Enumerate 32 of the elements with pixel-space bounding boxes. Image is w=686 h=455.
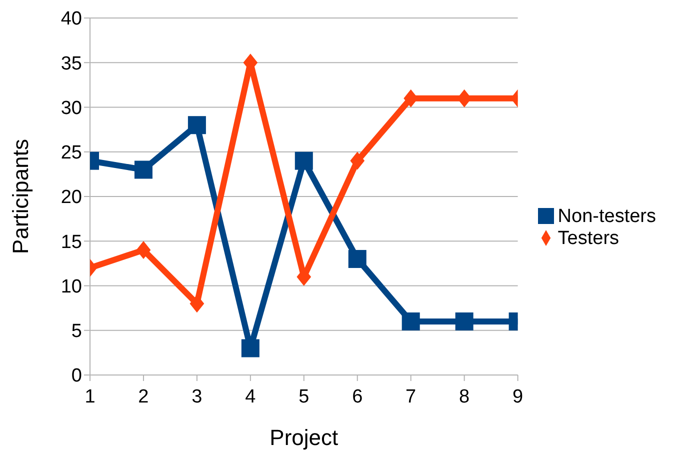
- x-tick-label: 5: [298, 386, 310, 408]
- point: [188, 116, 206, 134]
- point: [241, 339, 260, 358]
- y-tick-label: 5: [71, 321, 82, 342]
- x-tick-label: 4: [245, 386, 256, 408]
- y-tick-label: 15: [60, 232, 82, 253]
- y-axis-title: Participants: [8, 139, 33, 254]
- legend-label: Testers: [558, 228, 620, 248]
- x-tick-label: 9: [512, 386, 524, 408]
- point: [455, 312, 474, 330]
- x-tick-label: 2: [138, 386, 149, 408]
- x-tick-label: 7: [406, 386, 416, 408]
- x-tick-label: 6: [352, 386, 363, 408]
- point: [190, 294, 204, 313]
- y-tick-label: 25: [60, 142, 82, 164]
- y-tick-label: 20: [60, 187, 82, 208]
- y-tick-label: 30: [60, 98, 82, 119]
- y-tick-label: 35: [60, 53, 82, 74]
- point: [402, 312, 420, 330]
- x-axis-title: Project: [270, 425, 338, 450]
- x-tick-label: 3: [192, 386, 202, 408]
- y-tick-label: 0: [71, 366, 82, 387]
- y-tick-label: 40: [60, 8, 82, 30]
- point: [350, 152, 365, 170]
- y-tick-label: 10: [60, 276, 82, 298]
- legend-label: Non-testers: [558, 206, 656, 226]
- point: [134, 160, 152, 179]
- x-tick-label: 8: [459, 386, 470, 408]
- x-tick-label: 1: [84, 386, 96, 408]
- point: [348, 250, 366, 268]
- point: [136, 241, 151, 260]
- point: [294, 152, 313, 170]
